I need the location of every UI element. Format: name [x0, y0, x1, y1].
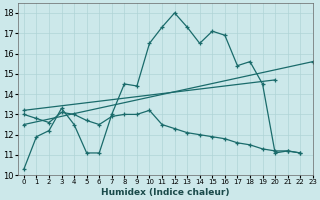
- X-axis label: Humidex (Indice chaleur): Humidex (Indice chaleur): [101, 188, 229, 197]
